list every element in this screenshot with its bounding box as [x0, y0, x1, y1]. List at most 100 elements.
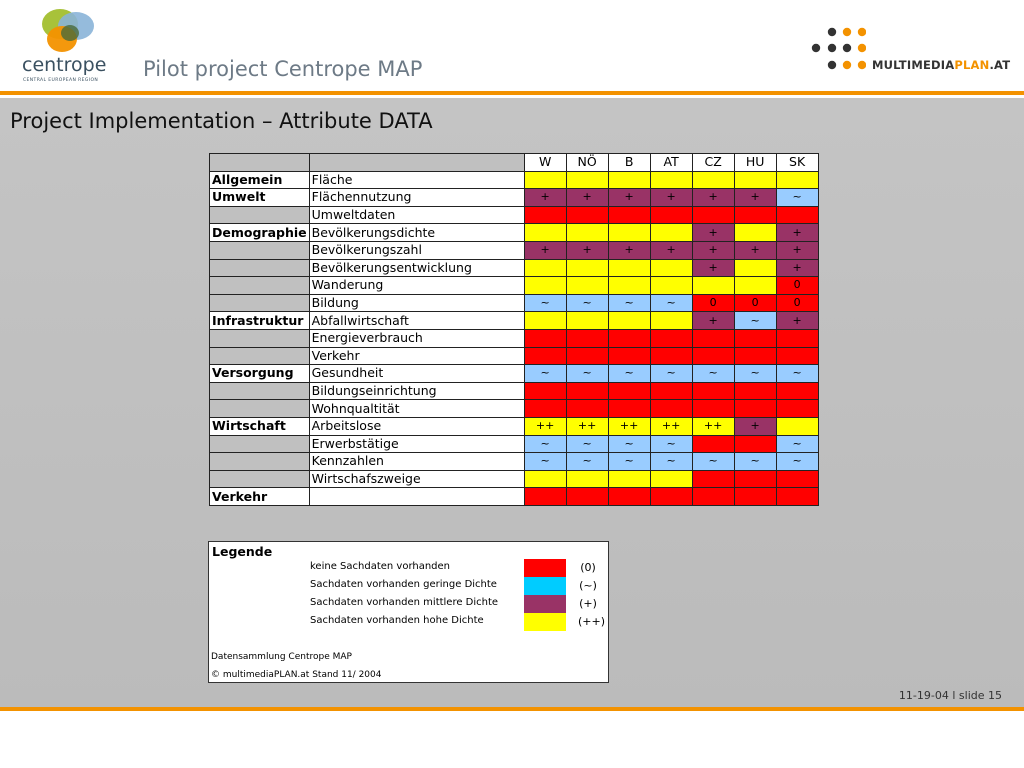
status-cell: + — [775, 258, 819, 278]
legend-note-source: Datensammlung Centrope MAP — [211, 652, 352, 662]
brand-name: MULTIMEDIAPLAN.AT — [872, 58, 1011, 72]
status-cell — [607, 399, 651, 418]
slide-info: 11-19-04 l slide 15 — [898, 689, 1002, 702]
legend-code: (0) — [580, 561, 596, 574]
status-cell — [565, 328, 609, 348]
table-row: Wirtschafszweige — [209, 469, 819, 489]
status-cell — [649, 258, 693, 278]
status-cell — [775, 205, 819, 225]
status-cell — [523, 223, 567, 242]
status-cell — [649, 328, 693, 348]
status-cell — [523, 311, 567, 330]
status-cell — [649, 381, 693, 401]
status-cell: ~ — [607, 452, 651, 471]
status-cell — [565, 258, 609, 278]
status-cell: ~ — [775, 452, 819, 471]
attribute-table: W NÖ B AT CZ HU SK Allgemein Fläche Umwelt Fläche… — [209, 153, 819, 506]
table-row: Demographie Bevölkerungsdichte + + — [209, 223, 819, 242]
attribute-cell: Wirtschafszweige — [308, 469, 525, 489]
status-cell: ~ — [607, 434, 651, 454]
status-cell — [607, 381, 651, 401]
category-cell — [209, 381, 310, 401]
status-cell — [775, 170, 819, 190]
status-cell: + — [733, 416, 777, 436]
status-cell — [733, 205, 777, 225]
table-row: Bildungseinrichtung — [209, 381, 819, 401]
status-cell: + — [523, 188, 567, 207]
attribute-cell: Gesundheit — [308, 364, 525, 383]
status-cell: 0 — [775, 276, 819, 295]
status-cell — [775, 487, 819, 506]
status-cell: + — [691, 258, 735, 278]
status-cell: ~ — [523, 293, 567, 313]
table-row: Erwerbstätige ~ ~ ~ ~ ~ — [209, 434, 819, 454]
category-cell: Infrastruktur — [209, 311, 310, 330]
column-header: W — [523, 153, 567, 172]
category-cell — [209, 346, 310, 366]
table-row: Wanderung 0 — [209, 276, 819, 295]
category-cell — [209, 240, 310, 260]
column-header: NÖ — [565, 153, 609, 172]
status-cell — [565, 311, 609, 330]
legend-code: (+) — [579, 597, 597, 610]
page-title: Pilot project Centrope MAP — [143, 57, 423, 81]
status-cell — [775, 328, 819, 348]
header-category-cell — [209, 153, 310, 172]
status-cell — [733, 223, 777, 242]
status-cell — [733, 170, 777, 190]
status-cell — [523, 469, 567, 489]
status-cell — [691, 399, 735, 418]
status-cell: + — [691, 188, 735, 207]
category-cell: Allgemein — [209, 170, 310, 190]
status-cell — [523, 487, 567, 506]
table-row: Bevölkerungszahl + + + + + + + — [209, 240, 819, 260]
status-cell: ~ — [565, 364, 609, 383]
category-cell: Wirtschaft — [209, 416, 310, 436]
status-cell — [523, 205, 567, 225]
table-row: Kennzahlen ~ ~ ~ ~ ~ ~ ~ — [209, 452, 819, 471]
status-cell — [733, 276, 777, 295]
category-cell — [209, 469, 310, 489]
multimediaplan-logo-icon — [811, 27, 866, 70]
table-row: Umweltdaten — [209, 205, 819, 225]
status-cell — [607, 469, 651, 489]
status-cell: ~ — [733, 452, 777, 471]
status-cell — [607, 328, 651, 348]
attribute-cell: Kennzahlen — [308, 452, 525, 471]
attribute-cell: Bildung — [308, 293, 525, 313]
status-cell — [649, 311, 693, 330]
status-cell: + — [775, 311, 819, 330]
status-cell — [775, 416, 819, 436]
status-cell — [733, 328, 777, 348]
legend-title: Legende — [212, 544, 273, 559]
status-cell: ~ — [775, 188, 819, 207]
table-row: Bevölkerungsentwicklung + + — [209, 258, 819, 278]
status-cell — [775, 381, 819, 401]
status-cell: 0 — [691, 293, 735, 313]
status-cell: ~ — [523, 452, 567, 471]
status-cell — [649, 170, 693, 190]
category-cell — [209, 205, 310, 225]
status-cell — [691, 487, 735, 506]
status-cell: ++ — [607, 416, 651, 436]
status-cell — [565, 170, 609, 190]
legend-note-copyright: © multimediaPLAN.at Stand 11/ 2004 — [211, 670, 382, 680]
status-cell — [565, 276, 609, 295]
status-cell — [565, 469, 609, 489]
status-cell: ~ — [523, 364, 567, 383]
status-cell — [691, 276, 735, 295]
status-cell — [523, 328, 567, 348]
status-cell — [607, 258, 651, 278]
status-cell: ~ — [649, 452, 693, 471]
header-divider — [0, 91, 1024, 95]
legend-label: keine Sachdaten vorhanden — [310, 561, 451, 572]
status-cell — [691, 205, 735, 225]
category-cell — [209, 293, 310, 313]
legend-label: Sachdaten vorhanden hohe Dichte — [310, 615, 484, 626]
table-row: Infrastruktur Abfallwirtschaft + ~ + — [209, 311, 819, 330]
attribute-cell: Erwerbstätige — [308, 434, 525, 454]
status-cell — [649, 469, 693, 489]
status-cell — [775, 399, 819, 418]
status-cell — [649, 276, 693, 295]
status-cell — [775, 469, 819, 489]
